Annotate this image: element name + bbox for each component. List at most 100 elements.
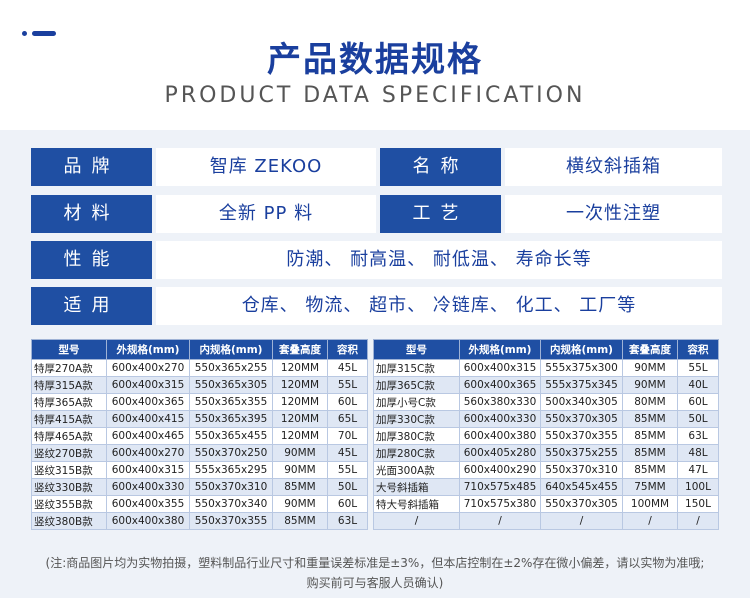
cell-inner-size: 550x370x355 bbox=[189, 512, 273, 530]
cell-inner-size: 550x365x395 bbox=[189, 410, 273, 428]
header-nest-height: 套叠高度 bbox=[272, 339, 328, 360]
property-label: 性能 bbox=[31, 241, 152, 279]
cell-model: 特厚315A款 bbox=[31, 376, 107, 394]
cell-volume: 63L bbox=[327, 512, 368, 530]
footnote-line-1: (注:商品图片均为实物拍摄，塑料制品行业尺寸和重量误差标准是±3%，但本店控制在… bbox=[45, 556, 705, 570]
cell-volume: 55L bbox=[327, 461, 368, 479]
cell-outer-size: / bbox=[459, 512, 541, 530]
cell-outer-size: 600x400x465 bbox=[106, 427, 190, 445]
cell-volume: / bbox=[677, 512, 719, 530]
cell-inner-size: 550x365x305 bbox=[189, 376, 273, 394]
spec-table-right: 型号 外规格(mm) 内规格(mm) 套叠高度 容积 加厚315C款 600x40… bbox=[373, 339, 719, 530]
cell-outer-size: 600x400x365 bbox=[106, 393, 190, 411]
cell-model: 竖纹270B款 bbox=[31, 444, 107, 462]
cell-nest-height: 120MM bbox=[272, 427, 328, 445]
table-row: 特厚365A款 600x400x365 550x365x355 120MM 60L bbox=[31, 393, 368, 411]
cell-volume: 40L bbox=[677, 376, 719, 394]
cell-model: 加厚380C款 bbox=[373, 427, 460, 445]
usage-value: 仓库、 物流、 超市、 冷链库、 化工、 工厂等 bbox=[156, 287, 722, 325]
cell-nest-height: 120MM bbox=[272, 410, 328, 428]
cell-outer-size: 600x400x355 bbox=[106, 495, 190, 513]
cell-outer-size: 600x400x315 bbox=[106, 461, 190, 479]
cell-outer-size: 600x400x270 bbox=[106, 444, 190, 462]
table-row: 竖纹380B款 600x400x380 550x370x355 85MM 63L bbox=[31, 512, 368, 530]
cell-volume: 50L bbox=[677, 410, 719, 428]
header-model: 型号 bbox=[31, 339, 107, 360]
table-row: / / / / / bbox=[373, 512, 719, 530]
page-subtitle: PRODUCT DATA SPECIFICATION bbox=[164, 83, 586, 108]
table-row: 竖纹355B款 600x400x355 550x370x340 90MM 60L bbox=[31, 495, 368, 513]
table-row: 竖纹315B款 600x400x315 555x365x295 90MM 55L bbox=[31, 461, 368, 479]
cell-model: 光面300A款 bbox=[373, 461, 460, 479]
cell-outer-size: 710x575x485 bbox=[459, 478, 541, 496]
cell-model: 加厚365C款 bbox=[373, 376, 460, 394]
cell-inner-size: / bbox=[540, 512, 623, 530]
cell-nest-height: 120MM bbox=[272, 359, 328, 377]
cell-volume: 60L bbox=[677, 393, 719, 411]
cell-volume: 45L bbox=[327, 359, 368, 377]
cell-model: 大号斜插箱 bbox=[373, 478, 460, 496]
cell-outer-size: 600x400x315 bbox=[459, 359, 541, 377]
cell-outer-size: 600x400x330 bbox=[106, 478, 190, 496]
cell-model: 加厚小号C款 bbox=[373, 393, 460, 411]
table-row: 竖纹330B款 600x400x330 550x370x310 85MM 50L bbox=[31, 478, 368, 496]
table-row: 加厚365C款 600x400x365 555x375x345 90MM 40L bbox=[373, 376, 719, 394]
cell-outer-size: 600x400x330 bbox=[459, 410, 541, 428]
cell-inner-size: 550x370x355 bbox=[540, 427, 623, 445]
cell-outer-size: 560x380x330 bbox=[459, 393, 541, 411]
cell-volume: 70L bbox=[327, 427, 368, 445]
cell-outer-size: 710x575x380 bbox=[459, 495, 541, 513]
cell-model: / bbox=[373, 512, 460, 530]
cell-nest-height: 85MM bbox=[272, 512, 328, 530]
cell-model: 特大号斜插箱 bbox=[373, 495, 460, 513]
cell-nest-height: 120MM bbox=[272, 376, 328, 394]
cell-inner-size: 550x375x255 bbox=[540, 444, 623, 462]
header-outer-size: 外规格(mm) bbox=[106, 339, 190, 360]
table-row: 光面300A款 600x400x290 550x370x310 85MM 47L bbox=[373, 461, 719, 479]
name-value: 横纹斜插箱 bbox=[505, 148, 722, 186]
brand-value: 智库 ZEKOO bbox=[156, 148, 376, 186]
usage-label: 适用 bbox=[31, 287, 152, 325]
cell-inner-size: 550x370x305 bbox=[540, 495, 623, 513]
page-title: 产品数据规格 bbox=[267, 40, 483, 80]
cell-model: 加厚315C款 bbox=[373, 359, 460, 377]
cell-volume: 60L bbox=[327, 393, 368, 411]
table-row: 竖纹270B款 600x400x270 550x370x250 90MM 45L bbox=[31, 444, 368, 462]
cell-inner-size: 550x370x250 bbox=[189, 444, 273, 462]
process-label: 工艺 bbox=[380, 195, 501, 233]
cell-inner-size: 550x365x255 bbox=[189, 359, 273, 377]
cell-inner-size: 550x365x355 bbox=[189, 393, 273, 411]
table-row: 加厚280C款 600x405x280 550x375x255 85MM 48L bbox=[373, 444, 719, 462]
cell-inner-size: 550x370x310 bbox=[189, 478, 273, 496]
cell-outer-size: 600x400x365 bbox=[459, 376, 541, 394]
table-row: 特大号斜插箱 710x575x380 550x370x305 100MM 150L bbox=[373, 495, 719, 513]
material-value: 全新 PP 料 bbox=[156, 195, 376, 233]
cell-inner-size: 550x370x340 bbox=[189, 495, 273, 513]
cell-volume: 47L bbox=[677, 461, 719, 479]
decorative-dots bbox=[22, 31, 56, 50]
cell-outer-size: 600x400x380 bbox=[459, 427, 541, 445]
cell-volume: 55L bbox=[677, 359, 719, 377]
cell-nest-height: 85MM bbox=[622, 461, 678, 479]
table-row: 特厚270A款 600x400x270 550x365x255 120MM 45L bbox=[31, 359, 368, 377]
cell-nest-height: 90MM bbox=[272, 495, 328, 513]
cell-nest-height: 90MM bbox=[622, 359, 678, 377]
cell-model: 竖纹315B款 bbox=[31, 461, 107, 479]
cell-volume: 55L bbox=[327, 376, 368, 394]
material-label: 材料 bbox=[31, 195, 152, 233]
cell-inner-size: 500x340x305 bbox=[540, 393, 623, 411]
cell-inner-size: 555x375x300 bbox=[540, 359, 623, 377]
cell-nest-height: 85MM bbox=[272, 478, 328, 496]
cell-inner-size: 550x370x310 bbox=[540, 461, 623, 479]
cell-model: 特厚465A款 bbox=[31, 427, 107, 445]
header-outer-size: 外规格(mm) bbox=[459, 339, 541, 360]
cell-volume: 150L bbox=[677, 495, 719, 513]
cell-nest-height: 85MM bbox=[622, 444, 678, 462]
cell-nest-height: 85MM bbox=[622, 427, 678, 445]
brand-label: 品牌 bbox=[31, 148, 152, 186]
header-section: 产品数据规格 PRODUCT DATA SPECIFICATION bbox=[0, 0, 750, 130]
cell-volume: 48L bbox=[677, 444, 719, 462]
cell-inner-size: 640x545x455 bbox=[540, 478, 623, 496]
cell-nest-height: 90MM bbox=[272, 444, 328, 462]
cell-model: 特厚270A款 bbox=[31, 359, 107, 377]
